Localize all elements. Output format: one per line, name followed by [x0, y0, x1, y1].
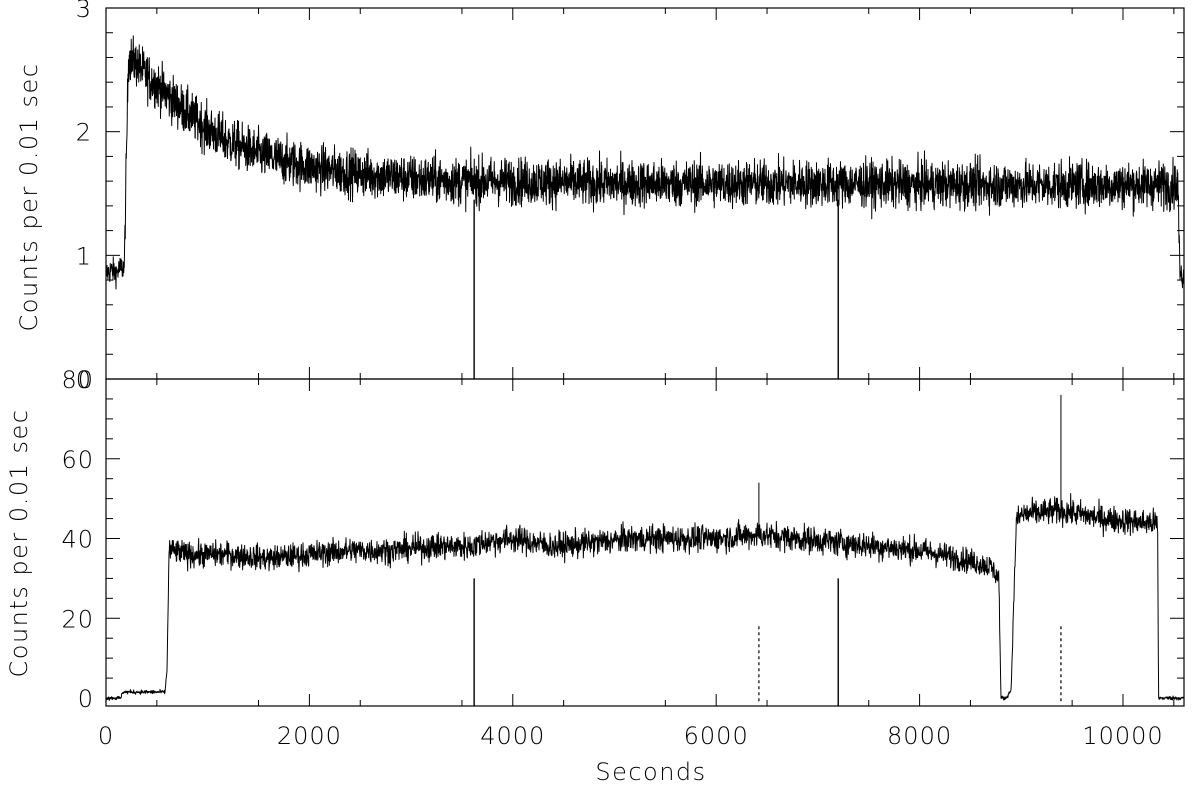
bottom-y-tick-label-2: 40 [61, 526, 94, 554]
top-y-tick-labels: 0 1 2 3 [76, 0, 92, 394]
bottom-y-axis-title: Counts per 0.01 sec [5, 409, 33, 678]
bottom-light-curve-line [105, 493, 1185, 701]
x-tick-label-5: 10000 [1082, 722, 1163, 750]
x-axis-title: Seconds [595, 758, 706, 786]
bottom-plot-frame [105, 378, 1185, 707]
top-y-tick-label-1: 1 [76, 242, 92, 270]
x-tick-label-2: 4000 [480, 722, 545, 750]
top-axis-ticks [105, 7, 1184, 380]
top-y-tick-label-2: 2 [76, 119, 92, 147]
x-tick-label-4: 8000 [887, 722, 952, 750]
bottom-dashed-markers [758, 626, 1062, 703]
bottom-y-tick-label-1: 20 [61, 605, 94, 633]
bottom-panel: 0 20 40 60 80 0 2000 4000 6000 8000 10000 Counts … [5, 366, 1185, 786]
bottom-y-tick-label-4: 80 [61, 366, 94, 394]
bottom-y-tick-label-0: 0 [78, 685, 94, 713]
x-tick-label-3: 6000 [684, 722, 749, 750]
top-panel: 0 1 2 3 Counts per 0.01 sec [15, 0, 1185, 394]
top-y-tick-label-0: 0 [76, 366, 92, 394]
x-tick-label-0: 0 [98, 722, 114, 750]
bottom-y-tick-label-3: 60 [61, 446, 94, 474]
bottom-y-tick-labels: 0 20 40 60 80 [61, 366, 94, 713]
top-light-curve-line [105, 35, 1185, 290]
x-tick-label-1: 2000 [277, 722, 342, 750]
bottom-dropout-lines [473, 394, 1062, 706]
bottom-x-tick-labels: 0 2000 4000 6000 8000 10000 [98, 722, 1163, 750]
top-dropout-lines [473, 199, 839, 379]
bottom-axis-ticks [105, 378, 1184, 706]
top-y-tick-label-3: 3 [76, 0, 92, 23]
top-y-axis-title: Counts per 0.01 sec [15, 63, 43, 332]
